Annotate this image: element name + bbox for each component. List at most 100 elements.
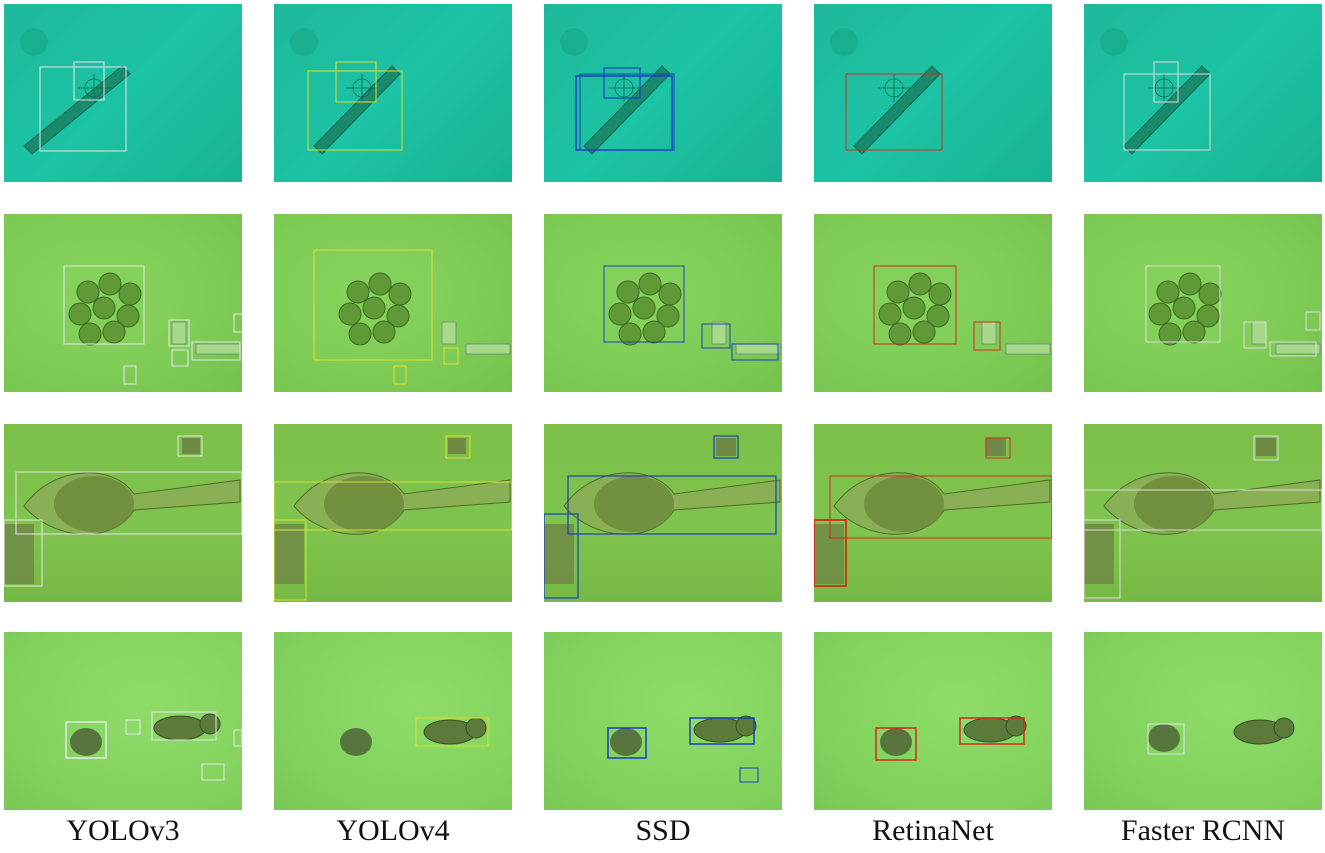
detection-box (713, 435, 739, 459)
detection-box (191, 341, 241, 361)
column-label-row: YOLOv3 YOLOv4 SSD RetinaNet Faster RCNN (0, 808, 1325, 853)
detection-box (125, 719, 141, 735)
scene-row4-faster-rcnn (1147, 717, 1295, 755)
scene-row3-yolov4 (274, 435, 512, 601)
result-image-row1-retinanet (814, 4, 1052, 182)
detection-box (701, 323, 731, 349)
column-label-ssd: SSD (635, 814, 691, 847)
scene-row2-ssd (603, 265, 781, 361)
column-label-faster-rcnn: Faster RCNN (1120, 814, 1286, 847)
detection-box (814, 519, 847, 587)
scene-row3-retinanet (814, 437, 1052, 587)
result-image-row1-yolov4 (274, 4, 512, 182)
result-image-row4-ssd (544, 632, 782, 810)
detection-box (1145, 265, 1221, 343)
detection-box (689, 717, 755, 745)
detection-box (335, 61, 377, 103)
detection-box (985, 437, 1011, 459)
result-image-row4-faster-rcnn (1084, 632, 1322, 810)
detection-box (73, 61, 105, 101)
result-image-row1-faster-rcnn (1084, 4, 1322, 182)
detection-box (603, 265, 685, 343)
scene-row4-yolov3 (65, 711, 242, 781)
scene-row4-retinanet (875, 715, 1027, 761)
result-image-row2-yolov4 (274, 214, 512, 392)
detection-box (731, 343, 779, 361)
detection-box (829, 475, 1052, 539)
detection-box (415, 717, 489, 747)
detection-box (1084, 519, 1121, 599)
detection-box (4, 519, 43, 587)
detection-box (123, 365, 137, 385)
result-image-row4-yolov3 (4, 632, 242, 810)
scene-row4-ssd (607, 715, 759, 783)
scene-row2-yolov4 (313, 249, 511, 385)
detection-box (1253, 435, 1279, 461)
scene-row1-faster-rcnn (1100, 28, 1211, 155)
detection-box (875, 727, 917, 761)
detection-box (959, 717, 1025, 745)
detection-box (1147, 723, 1185, 755)
result-image-row2-faster-rcnn (1084, 214, 1322, 392)
detection-box (873, 265, 957, 345)
detection-box (151, 711, 217, 741)
scene-row3-yolov3 (4, 435, 242, 587)
detection-box (973, 321, 1001, 351)
detection-box (201, 763, 225, 781)
result-image-row3-ssd (544, 424, 782, 602)
result-image-row3-yolov3 (4, 424, 242, 602)
detection-box (171, 349, 189, 367)
result-image-row3-retinanet (814, 424, 1052, 602)
scene-row3-ssd (544, 435, 781, 599)
detection-box (177, 435, 203, 457)
detection-box (1084, 489, 1322, 531)
detection-box (65, 721, 107, 759)
detection-box (443, 347, 459, 365)
detection-box (739, 767, 759, 783)
detection-box (603, 67, 641, 99)
detection-box (607, 727, 647, 759)
column-label-yolov3: YOLOv3 (66, 814, 180, 847)
result-image-row2-ssd (544, 214, 782, 392)
detection-box (1269, 341, 1317, 357)
detection-box (233, 313, 242, 333)
result-image-row4-retinanet (814, 632, 1052, 810)
detection-box (1123, 73, 1211, 151)
detection-box (15, 471, 242, 535)
detection-box (445, 435, 471, 459)
detection-box (63, 265, 145, 345)
detection-box (233, 729, 242, 747)
scene-row2-retinanet (873, 265, 1051, 355)
scene-row2-yolov3 (63, 265, 242, 385)
detection-box (567, 475, 777, 535)
scene-row4-yolov4 (340, 717, 489, 756)
column-label-yolov4: YOLOv4 (336, 814, 450, 847)
result-image-row2-yolov3 (4, 214, 242, 392)
result-image-row3-faster-rcnn (1084, 424, 1322, 602)
scene-row3-faster-rcnn (1084, 435, 1322, 599)
detection-box (1243, 321, 1267, 349)
detection-box (274, 519, 307, 601)
scene-row1-yolov3 (20, 28, 131, 155)
detection-box (544, 513, 579, 599)
detection-box (313, 249, 433, 361)
scene-row1-yolov4 (290, 28, 403, 155)
result-image-row3-yolov4 (274, 424, 512, 602)
column-label-retinanet: RetinaNet (872, 814, 994, 847)
detection-box (274, 481, 512, 531)
result-image-row1-ssd (544, 4, 782, 182)
detection-box (168, 319, 190, 347)
detection-box (1305, 311, 1321, 331)
scene-row1-ssd (560, 28, 675, 155)
detection-box (393, 365, 407, 385)
detection-box (1153, 61, 1179, 103)
detection-box (845, 73, 943, 151)
result-image-row1-yolov3 (4, 4, 242, 182)
scene-row2-faster-rcnn (1145, 265, 1321, 357)
detection-box (307, 70, 403, 151)
result-image-row4-yolov4 (274, 632, 512, 810)
detection-box (579, 73, 675, 151)
result-image-row2-retinanet (814, 214, 1052, 392)
detection-box (39, 66, 127, 152)
scene-row1-retinanet (830, 28, 943, 155)
